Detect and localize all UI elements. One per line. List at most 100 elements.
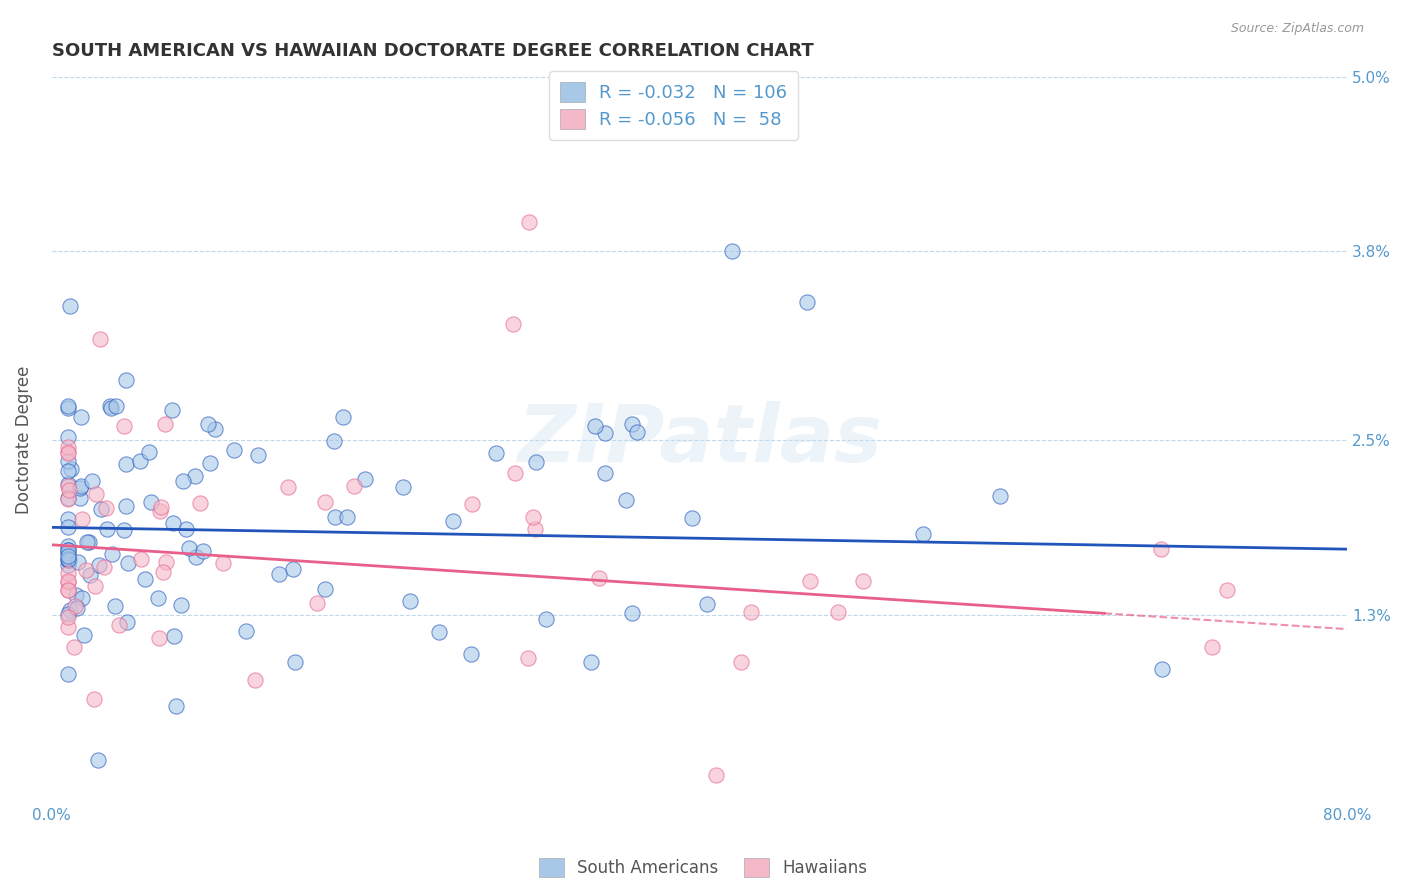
Point — [827, 606, 849, 620]
Text: Source: ZipAtlas.com: Source: ZipAtlas.com — [1230, 22, 1364, 36]
Point — [534, 612, 557, 626]
Point — [398, 593, 420, 607]
Point — [503, 467, 526, 481]
Point — [75, 563, 97, 577]
Point — [87, 558, 110, 572]
Point — [796, 294, 818, 309]
Point — [56, 492, 79, 507]
Point — [588, 571, 610, 585]
Point — [76, 535, 98, 549]
Point — [56, 552, 79, 566]
Point — [72, 512, 94, 526]
Point — [58, 483, 80, 497]
Point — [162, 516, 184, 530]
Point — [70, 409, 93, 424]
Point — [58, 552, 80, 566]
Point — [58, 399, 80, 413]
Point — [177, 541, 200, 555]
Point — [86, 753, 108, 767]
Point — [141, 494, 163, 508]
Point — [740, 605, 762, 619]
Point — [160, 403, 183, 417]
Point — [56, 440, 79, 454]
Point — [524, 522, 547, 536]
Point — [526, 454, 548, 468]
Point — [101, 547, 124, 561]
Point — [593, 425, 616, 440]
Point — [148, 632, 170, 646]
Point — [165, 698, 187, 713]
Point — [56, 607, 79, 622]
Point — [107, 617, 129, 632]
Point — [56, 520, 79, 534]
Point — [197, 417, 219, 431]
Point — [59, 603, 82, 617]
Point — [56, 476, 79, 491]
Point — [852, 574, 875, 588]
Legend: South Americans, Hawaiians: South Americans, Hawaiians — [533, 852, 873, 884]
Text: SOUTH AMERICAN VS HAWAIIAN DOCTORATE DEGREE CORRELATION CHART: SOUTH AMERICAN VS HAWAIIAN DOCTORATE DEG… — [52, 42, 814, 60]
Point — [912, 526, 935, 541]
Point — [681, 511, 703, 525]
Point — [170, 598, 193, 612]
Point — [63, 599, 86, 613]
Point — [461, 497, 484, 511]
Point — [84, 487, 107, 501]
Point — [332, 409, 354, 424]
Point — [174, 522, 197, 536]
Point — [183, 468, 205, 483]
Point — [90, 502, 112, 516]
Point — [112, 418, 135, 433]
Point — [186, 549, 208, 564]
Point — [59, 299, 82, 313]
Point — [155, 555, 177, 569]
Point — [56, 609, 79, 624]
Point — [314, 495, 336, 509]
Point — [69, 491, 91, 505]
Point — [56, 558, 79, 572]
Text: ZIPatlas: ZIPatlas — [517, 401, 882, 479]
Point — [1150, 542, 1173, 557]
Point — [323, 434, 346, 448]
Point — [172, 474, 194, 488]
Point — [191, 543, 214, 558]
Point — [56, 479, 79, 493]
Point — [305, 596, 328, 610]
Point — [502, 317, 524, 331]
Point — [56, 539, 79, 553]
Point — [104, 399, 127, 413]
Point — [56, 620, 79, 634]
Point — [243, 673, 266, 687]
Point — [704, 767, 727, 781]
Point — [277, 480, 299, 494]
Point — [72, 627, 94, 641]
Point — [284, 655, 307, 669]
Point — [441, 514, 464, 528]
Point — [134, 572, 156, 586]
Point — [56, 446, 79, 460]
Point — [83, 692, 105, 706]
Point — [98, 399, 121, 413]
Point — [84, 579, 107, 593]
Point — [56, 445, 79, 459]
Point — [204, 422, 226, 436]
Point — [56, 551, 79, 566]
Point — [56, 464, 79, 478]
Point — [115, 499, 138, 513]
Point — [129, 552, 152, 566]
Point — [65, 588, 87, 602]
Point — [427, 625, 450, 640]
Point — [150, 500, 173, 514]
Point — [799, 574, 821, 588]
Point — [235, 624, 257, 638]
Point — [67, 555, 90, 569]
Point — [56, 549, 79, 563]
Point — [149, 504, 172, 518]
Point — [1216, 582, 1239, 597]
Point — [60, 462, 83, 476]
Point — [595, 466, 617, 480]
Point — [79, 567, 101, 582]
Point — [247, 448, 270, 462]
Point — [336, 510, 359, 524]
Point — [314, 582, 336, 597]
